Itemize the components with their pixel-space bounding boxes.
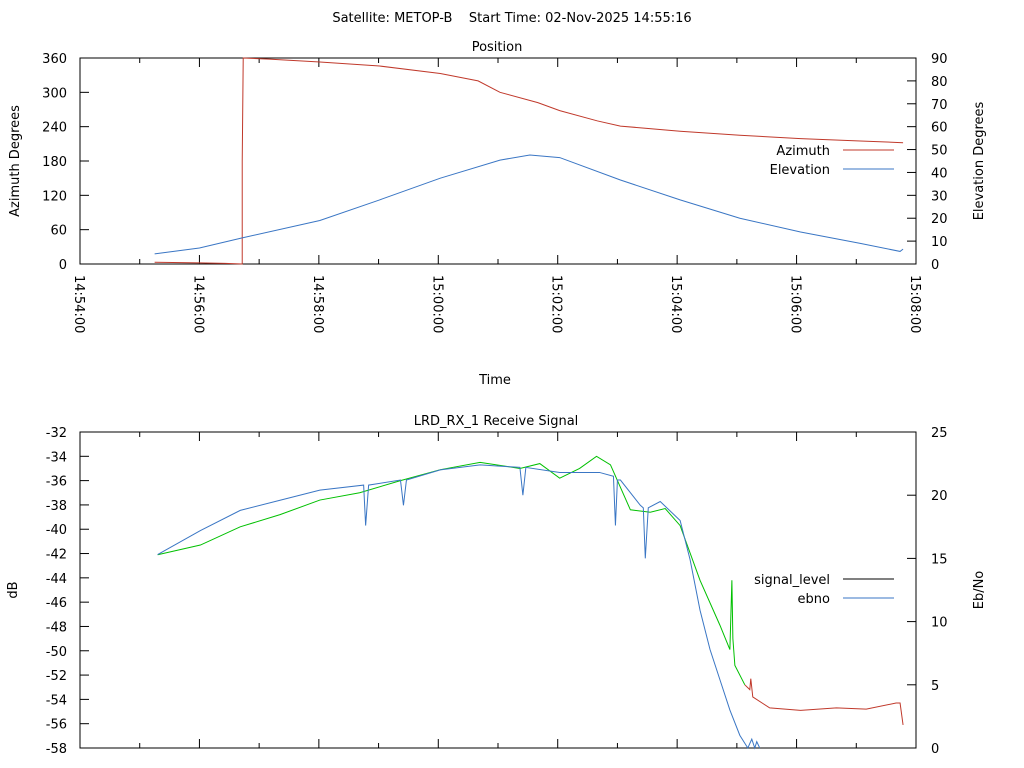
position-chart-title: Position xyxy=(472,40,523,55)
x-tick-label: 15:08:00 xyxy=(907,275,922,333)
y-tick-label: -34 xyxy=(46,450,67,465)
ebno-axis-label: Eb/No xyxy=(972,571,987,610)
y2-tick-label: 80 xyxy=(931,75,948,90)
y2-tick-label: 50 xyxy=(931,144,948,159)
signal-level-line xyxy=(157,455,746,686)
legend-azimuth-label: Azimuth xyxy=(776,144,830,159)
Azimuth-line xyxy=(154,57,904,265)
x-tick-label: 15:04:00 xyxy=(668,275,683,333)
y2-tick-label: 15 xyxy=(931,552,948,567)
x-tick-label: 15:02:00 xyxy=(549,275,564,333)
y2-tick-label: 10 xyxy=(931,616,948,631)
y-tick-label: -54 xyxy=(46,693,67,708)
page-title: Satellite: METOP-B Start Time: 02-Nov-20… xyxy=(332,11,691,26)
y-tick-label: 240 xyxy=(42,121,67,136)
legend-elevation-label: Elevation xyxy=(770,163,830,178)
signal-level-line-after xyxy=(744,678,904,725)
y2-tick-label: 70 xyxy=(931,98,948,113)
y-tick-label: 360 xyxy=(42,52,67,67)
y2-tick-label: 30 xyxy=(931,189,948,204)
Elevation-line xyxy=(154,154,904,255)
y2-tick-label: 5 xyxy=(931,679,939,694)
y-tick-label: 0 xyxy=(59,258,67,273)
y-tick-label: -58 xyxy=(46,742,67,757)
y2-tick-label: 60 xyxy=(931,121,948,136)
y-tick-label: -42 xyxy=(46,548,67,563)
elevation-axis-label: Elevation Degrees xyxy=(972,101,987,220)
y-tick-label: 180 xyxy=(42,155,67,170)
y-tick-label: -50 xyxy=(46,645,67,660)
x-tick-label: 15:00:00 xyxy=(429,275,444,333)
y2-tick-label: 10 xyxy=(931,235,948,250)
y-tick-label: 60 xyxy=(50,224,67,239)
y-tick-label: -40 xyxy=(46,523,67,538)
x-tick-label: 14:56:00 xyxy=(190,275,205,333)
y2-tick-label: 25 xyxy=(931,426,948,441)
y-tick-label: -32 xyxy=(46,426,67,441)
legend-ebno-label: ebno xyxy=(798,592,830,607)
y-tick-label: -38 xyxy=(46,499,67,514)
y-tick-label: -36 xyxy=(46,475,67,490)
y2-tick-label: 90 xyxy=(931,52,948,67)
azimuth-axis-label: Azimuth Degrees xyxy=(8,105,23,217)
y-tick-label: -46 xyxy=(46,596,67,611)
y2-tick-label: 0 xyxy=(931,742,939,757)
signal-chart-title: LRD_RX_1 Receive Signal xyxy=(414,414,579,429)
db-axis-label: dB xyxy=(6,581,21,598)
plot-frame-1 xyxy=(79,431,917,749)
x-tick-label: 14:58:00 xyxy=(310,275,325,333)
x-tick-label: 15:06:00 xyxy=(788,275,803,333)
legend-signal-level-label: signal_level xyxy=(754,573,830,588)
y2-tick-label: 0 xyxy=(931,258,939,273)
y-tick-label: -56 xyxy=(46,718,67,733)
y-tick-label: 300 xyxy=(42,86,67,101)
y2-tick-label: 20 xyxy=(931,489,948,504)
y-tick-label: 120 xyxy=(42,189,67,204)
ebno-line xyxy=(157,464,761,750)
y-tick-label: -48 xyxy=(46,620,67,635)
y2-tick-label: 20 xyxy=(931,212,948,227)
x-tick-label: 14:54:00 xyxy=(71,275,86,333)
y-tick-label: -52 xyxy=(46,669,67,684)
time-axis-label: Time xyxy=(478,373,511,388)
y2-tick-label: 40 xyxy=(931,166,948,181)
y-tick-label: -44 xyxy=(46,572,67,587)
